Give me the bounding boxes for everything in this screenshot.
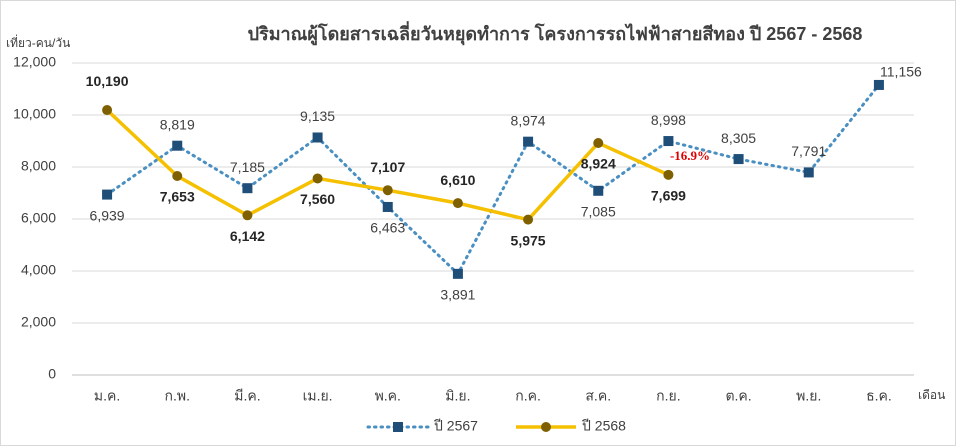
data-label: 5,975: [511, 232, 546, 248]
marker: [102, 105, 113, 116]
data-label: 8,819: [160, 116, 195, 132]
marker: [733, 154, 744, 165]
marker: [452, 198, 463, 209]
chart-title: ปริมาณผู้โดยสารเฉลี่ยวันหยุดทำการ โครงกา…: [248, 21, 863, 46]
data-label: 7,185: [230, 159, 265, 175]
data-label: 8,305: [721, 130, 756, 146]
data-label: 9,135: [300, 108, 335, 124]
x-tick-label: ม.ค.: [94, 388, 120, 404]
marker: [382, 201, 393, 212]
y-tick-label: 6,000: [21, 210, 56, 226]
x-tick-label: ต.ค.: [725, 388, 751, 404]
data-label: 6,463: [370, 220, 405, 236]
data-label: 11,156: [880, 64, 922, 80]
data-label: 3,891: [440, 287, 475, 303]
data-label: 8,924: [581, 156, 616, 172]
legend-label: ปี 2568: [582, 418, 627, 434]
marker: [803, 167, 814, 178]
x-tick-label: มิ.ย.: [445, 388, 470, 404]
marker: [452, 268, 463, 279]
data-label: 7,791: [791, 143, 826, 159]
x-tick-label: พ.ค.: [375, 388, 401, 404]
y-axis-label: เที่ยว-คน/วัน: [6, 34, 70, 50]
marker: [312, 132, 323, 143]
marker: [312, 173, 323, 184]
x-tick-label: เม.ย.: [303, 388, 333, 404]
y-tick-label: 4,000: [21, 262, 56, 278]
data-label: 7,560: [300, 191, 335, 207]
x-tick-label: ก.ค.: [515, 388, 541, 404]
y-tick-label: 12,000: [13, 54, 56, 70]
data-label: 7,085: [581, 203, 616, 219]
data-label: 7,699: [651, 188, 686, 204]
x-tick-label: พ.ย.: [796, 388, 821, 404]
y-tick-label: 2,000: [21, 314, 56, 330]
marker: [593, 137, 604, 148]
x-axis-label: เดือน: [918, 388, 945, 402]
y-tick-label: 10,000: [13, 106, 56, 122]
legend-marker: [393, 422, 403, 432]
data-label: 6,939: [90, 207, 125, 223]
x-tick-label: ส.ค.: [585, 388, 611, 404]
marker: [242, 183, 253, 194]
data-label: 6,142: [230, 228, 265, 244]
data-label: 8,998: [651, 112, 686, 128]
marker: [523, 214, 534, 225]
x-tick-label: ก.พ.: [165, 388, 190, 404]
marker: [102, 189, 113, 200]
marker: [382, 185, 393, 196]
marker: [523, 136, 534, 147]
annotation: -16.9%: [670, 148, 710, 163]
marker: [663, 136, 674, 147]
marker: [593, 185, 604, 196]
data-label: 10,190: [86, 73, 129, 89]
data-label: 7,653: [160, 189, 195, 205]
marker: [172, 171, 183, 182]
marker: [663, 169, 674, 180]
marker: [172, 140, 183, 151]
marker: [242, 210, 253, 221]
data-label: 6,610: [440, 172, 475, 188]
legend-label: ปี 2567: [434, 418, 479, 434]
x-tick-label: ธ.ค.: [866, 388, 892, 404]
x-tick-label: ก.ย.: [656, 388, 680, 404]
data-label: 7,107: [370, 159, 405, 175]
marker: [873, 79, 884, 90]
y-tick-label: 0: [48, 366, 56, 382]
legend-marker: [541, 422, 551, 432]
x-tick-label: มี.ค.: [234, 388, 260, 404]
y-tick-label: 8,000: [21, 158, 56, 174]
data-label: 8,974: [511, 112, 546, 128]
